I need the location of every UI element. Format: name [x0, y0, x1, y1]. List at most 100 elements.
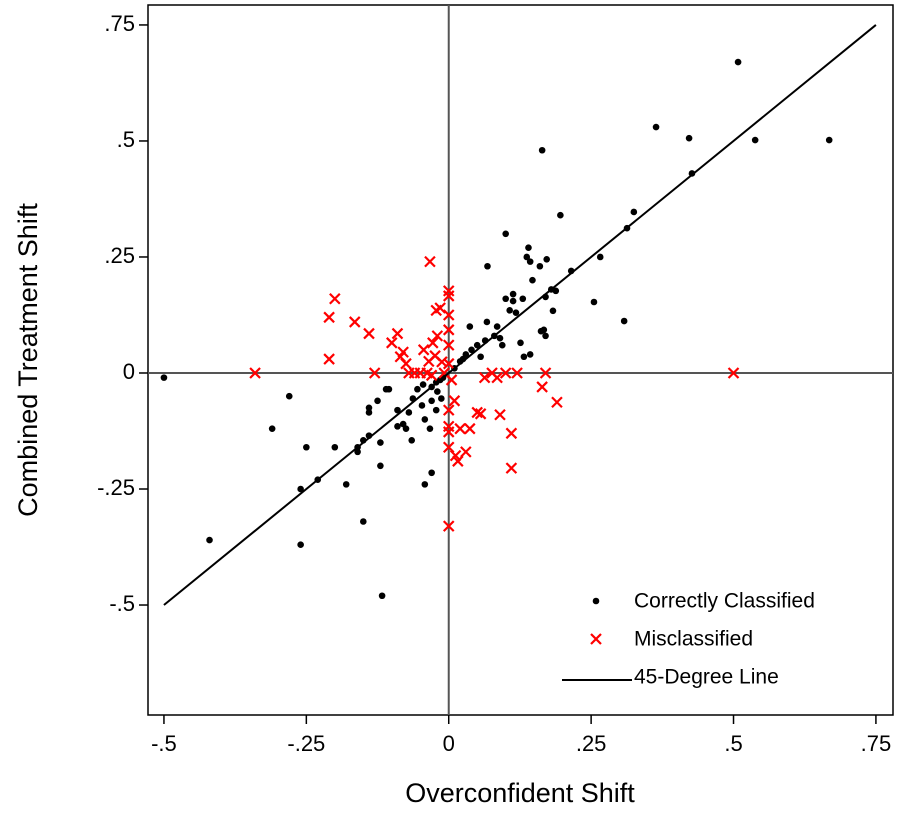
scatter-point: [727, 367, 740, 379]
scatter-point: [442, 324, 455, 336]
scatter-point: [297, 541, 304, 548]
scatter-point: [539, 367, 552, 379]
scatter-point: [428, 397, 435, 405]
scatter-point: [590, 298, 598, 306]
scatter-point: [652, 123, 660, 131]
scatter-point: [365, 404, 373, 412]
scatter-point: [365, 409, 373, 416]
scatter-point: [331, 443, 339, 451]
scatter-point: [442, 285, 455, 297]
legend-label: Correctly Classified: [634, 590, 815, 613]
scatter-point: [206, 536, 213, 544]
scatter-point: [494, 408, 506, 421]
scatter-point: [491, 371, 503, 384]
scatter-point: [551, 396, 563, 409]
scatter-point: [249, 367, 261, 379]
scatter-point: [526, 258, 534, 265]
y-axis-title: Combined Treatment Shift: [13, 203, 43, 517]
scatter-point: [464, 422, 476, 435]
scatter-point: [512, 309, 520, 316]
x-tick-label: -.5: [151, 731, 177, 756]
scatter-point: [421, 416, 429, 423]
scatter-point: [303, 443, 310, 451]
scatter-point: [400, 357, 412, 370]
scatter-point: [419, 381, 427, 388]
scatter-point: [377, 462, 384, 470]
y-tick-label: .75: [104, 11, 135, 36]
scatter-point: [382, 385, 390, 393]
plot-frame: [147, 4, 894, 716]
scatter-point: [620, 317, 628, 325]
scatter-point: [418, 402, 426, 409]
scatter-point: [297, 485, 304, 493]
scatter-point: [526, 351, 534, 358]
scatter-point: [499, 367, 512, 379]
scatter-point: [536, 262, 544, 270]
scatter-point: [542, 332, 549, 340]
scatter-point: [596, 253, 604, 261]
scatter-point: [436, 356, 448, 368]
scatter-point: [552, 287, 560, 295]
scatter-point: [363, 327, 375, 340]
scatter-point: [442, 339, 455, 351]
scatter-point: [502, 230, 509, 238]
scatter-point: [445, 374, 458, 386]
scatter-point: [460, 446, 472, 458]
scatter-point: [502, 295, 509, 303]
scatter-point: [506, 307, 513, 314]
scatter-point: [377, 439, 384, 446]
scatter-point: [434, 302, 446, 314]
y-tick-label: .25: [104, 243, 135, 268]
scatter-point: [448, 395, 461, 407]
scatter-point: [466, 323, 474, 330]
scatter-point: [342, 481, 350, 488]
scatter-point: [685, 134, 693, 142]
x-axis-title: Overconfident Shift: [405, 778, 635, 808]
scatter-point: [431, 330, 444, 342]
scatter-point: [442, 426, 455, 438]
scatter-point: [442, 357, 455, 370]
y-tick-label: -.5: [109, 591, 135, 616]
scatter-point: [323, 353, 335, 365]
scatter-point: [323, 311, 335, 324]
scatter-point: [425, 369, 438, 382]
y-tick-label: .5: [117, 127, 135, 152]
scatter-point: [557, 211, 564, 219]
scatter-point: [520, 353, 528, 361]
x-tick-label: .75: [861, 731, 892, 756]
scatter-point: [442, 404, 455, 416]
scatter-point: [505, 427, 518, 440]
x-tick-label: -.25: [287, 731, 325, 756]
scatter-point: [452, 455, 464, 467]
scatter-point: [442, 290, 455, 302]
scatter-point: [474, 408, 487, 420]
scatter-point: [421, 481, 429, 488]
scatter-point: [483, 318, 491, 326]
scatter-point: [517, 339, 524, 347]
scatter-point: [540, 326, 548, 334]
scatter-point: [454, 422, 466, 435]
scatter-point: [496, 334, 504, 342]
legend-label: Misclassified: [634, 628, 753, 651]
scatter-point: [394, 423, 401, 430]
scatter-point: [438, 395, 445, 402]
reference-45-line: [163, 24, 877, 606]
scatter-point: [368, 367, 381, 379]
scatter-point: [519, 295, 527, 303]
scatter-point: [529, 276, 536, 284]
scatter-point: [268, 425, 276, 432]
scatter-point: [523, 253, 531, 261]
scatter-point: [405, 409, 413, 416]
scatter-point: [417, 344, 430, 356]
scatter-point: [505, 462, 518, 474]
scatter-point: [477, 353, 484, 361]
scatter-point: [285, 392, 293, 400]
scatter-point: [402, 425, 410, 432]
scatter-point: [442, 520, 455, 532]
legend-swatch: [592, 597, 600, 605]
scatter-point: [385, 337, 398, 349]
scatter-point: [427, 337, 439, 349]
scatter-point: [426, 425, 434, 432]
legend-label: 45-Degree Line: [634, 666, 779, 689]
